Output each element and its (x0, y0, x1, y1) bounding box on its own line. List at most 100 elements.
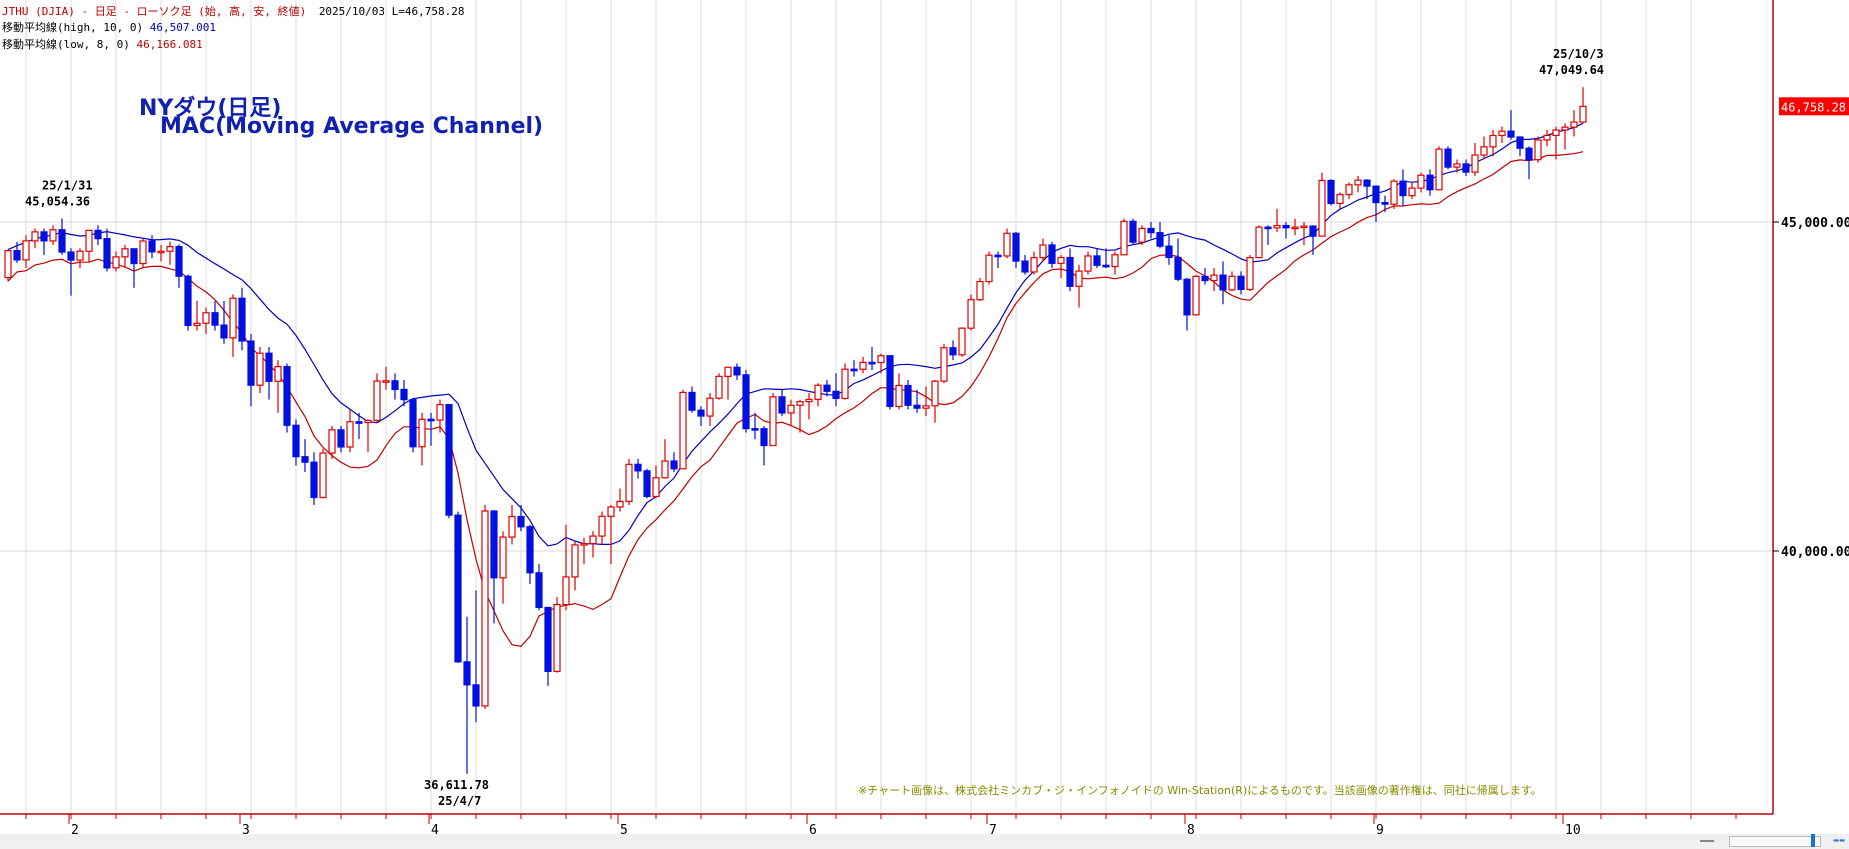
candle-body (1021, 260, 1029, 273)
candle (661, 439, 669, 479)
candle (1174, 238, 1182, 282)
zoom-slider-thumb[interactable] (1811, 834, 1815, 847)
candle (427, 412, 435, 446)
candle (1552, 126, 1560, 160)
candle-body (94, 229, 102, 240)
ma-low-label: 移動平均線(low, 8, 0) (2, 38, 130, 51)
candle-body (1273, 224, 1281, 229)
candle (418, 412, 426, 466)
candle (121, 245, 129, 269)
candle-body (850, 368, 858, 372)
candle-body (265, 352, 273, 382)
candle-body (130, 248, 138, 265)
candle-body (364, 419, 372, 424)
candle (337, 425, 345, 453)
candle (1327, 179, 1335, 206)
candle (1066, 248, 1074, 292)
candle (1309, 225, 1317, 255)
ma-high-legend: 移動平均線(high, 10, 0) 46,507.001 (2, 19, 216, 35)
candle (85, 229, 93, 262)
candle-body (238, 297, 246, 342)
candle-body (193, 322, 201, 327)
candle (688, 386, 696, 413)
candle (202, 307, 210, 334)
candle (598, 511, 606, 545)
candle-body (796, 401, 804, 406)
candle-body (1561, 126, 1569, 131)
candle-body (1210, 274, 1218, 282)
candle-body (328, 429, 336, 454)
candle-body (607, 506, 615, 517)
candle (1084, 251, 1092, 275)
candle-body (976, 280, 984, 301)
candle-body (337, 429, 345, 448)
candle-body (301, 456, 309, 463)
candle (1579, 87, 1587, 124)
candle-body (67, 251, 75, 261)
candle-body (958, 327, 966, 356)
candle-body (517, 515, 525, 528)
bottom-scroll-bar[interactable] (0, 834, 1849, 849)
candle (967, 294, 975, 331)
candle-body (292, 424, 300, 458)
ma-low-line (7, 151, 1584, 647)
candle (1111, 251, 1119, 275)
candle-body (643, 470, 651, 498)
candle-body (346, 421, 354, 448)
candle (40, 228, 48, 255)
scroll-arrows-icon[interactable]: ⇹⇹ (1832, 835, 1845, 846)
candle (949, 340, 957, 361)
candle (1453, 159, 1461, 173)
candle (634, 458, 642, 479)
candle (274, 360, 282, 413)
candle-body (103, 238, 111, 269)
zoom-slider[interactable] (1729, 836, 1821, 847)
candle (481, 504, 489, 709)
candle (13, 241, 21, 263)
candle (1444, 146, 1452, 170)
candle (643, 468, 651, 499)
candle-body (409, 399, 417, 448)
candle-body (508, 515, 516, 538)
date-label: 2025/10/03 L=46,758.28 (318, 5, 465, 18)
candle-body (1183, 278, 1191, 316)
candle-body (535, 572, 543, 609)
candle (445, 403, 453, 519)
candle-body (22, 240, 30, 261)
candle-body (1327, 179, 1335, 205)
zoom-out-icon[interactable] (1700, 840, 1714, 842)
candle (1426, 169, 1434, 196)
candle (679, 389, 687, 470)
candle (301, 439, 309, 473)
candle-body (1525, 147, 1533, 161)
candle-body (1480, 146, 1488, 156)
candle-body (994, 254, 1002, 258)
candle-body (49, 229, 57, 242)
candle (193, 300, 201, 331)
candle-body (679, 391, 687, 470)
candle (319, 449, 327, 499)
candle-body (868, 361, 876, 365)
current-price-label: 46,758.28 (1781, 100, 1846, 114)
candle (877, 353, 885, 374)
candle (616, 488, 624, 512)
candle-body (760, 428, 768, 447)
candle-body (319, 452, 327, 499)
candle-body (1570, 121, 1578, 128)
candle-body (283, 366, 291, 426)
candle (58, 218, 66, 255)
candle (832, 373, 840, 407)
candle (112, 251, 120, 272)
candle (1372, 185, 1380, 222)
candle (355, 412, 363, 440)
candle (904, 379, 912, 410)
candle (1390, 179, 1398, 209)
candle-body (859, 361, 867, 370)
candle-body (184, 275, 192, 327)
candle-body (31, 231, 39, 242)
candle (1507, 110, 1515, 140)
candle (1246, 254, 1254, 292)
candle (859, 356, 867, 374)
candle (580, 537, 588, 565)
candle (256, 347, 264, 394)
